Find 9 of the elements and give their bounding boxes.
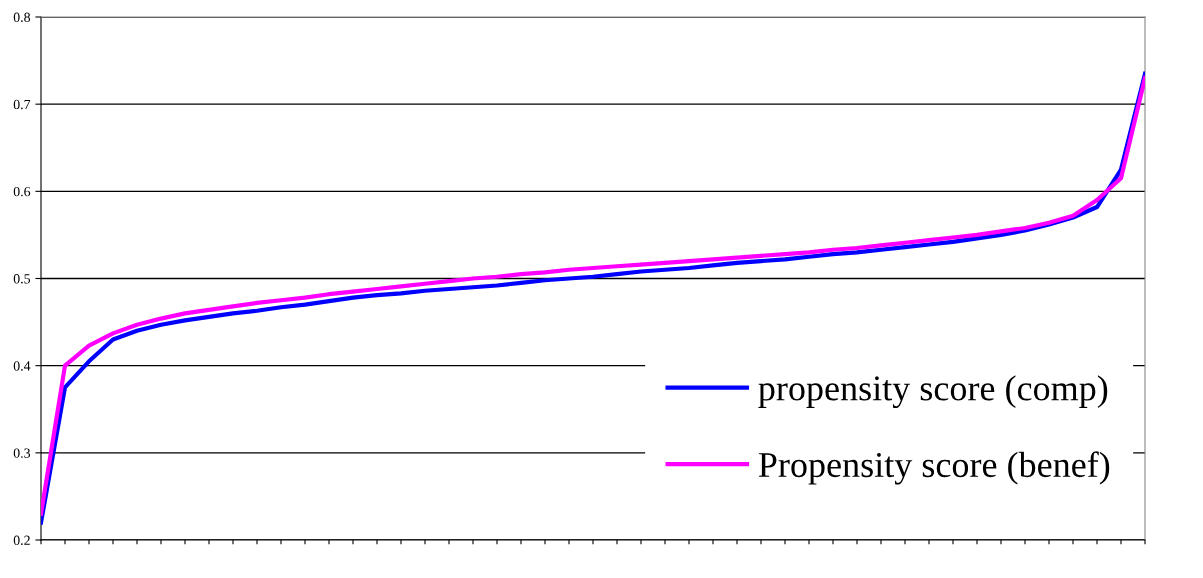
legend-label: propensity score (comp)	[758, 375, 1108, 409]
y-tick-label: 0.2	[13, 535, 30, 546]
y-tick-label: 0.8	[13, 12, 31, 23]
y-tick-label: 0.3	[13, 448, 31, 458]
legend-label: Propensity score (benef)	[758, 451, 1110, 485]
y-tick-label: 0.4	[13, 361, 31, 371]
y-tick-label: 0.7	[13, 99, 31, 110]
y-tick-label: 0.6	[13, 186, 31, 197]
y-tick-label: 0.5	[13, 274, 31, 284]
